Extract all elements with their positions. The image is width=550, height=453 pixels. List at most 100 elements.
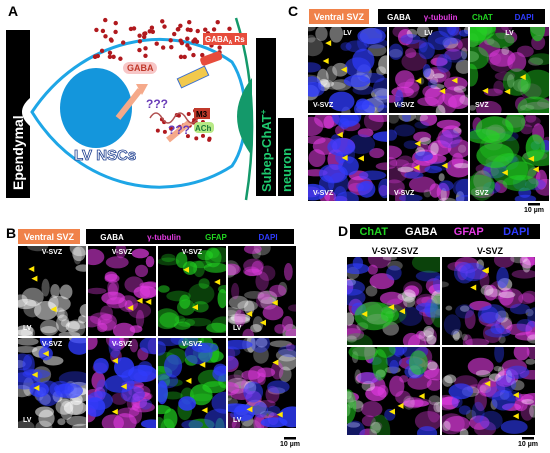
stain-blob [413,131,432,142]
nucleus [60,68,132,148]
gaba-dot [147,29,152,34]
stain-blob [454,257,479,274]
arrow [501,169,508,176]
stain-blob [389,115,400,124]
gaba-dot [191,52,196,58]
stain-blob [287,304,296,312]
stain-blob [423,327,437,345]
stain-blob [429,161,451,171]
neuron-label-box [256,38,276,196]
stain-blob [470,104,476,111]
stain-blob [188,283,215,305]
stain-blob [389,375,405,397]
gaba-dot [186,112,191,117]
stain-blob [353,100,375,113]
tile-label: V-SVZ [313,190,334,197]
stain-blob [436,53,452,73]
stain-blob [129,338,139,353]
stain-blob [403,140,419,149]
gaba-bubble [123,62,157,74]
stain-blob [55,383,84,399]
stain-blob [372,77,387,99]
channel-label: DAPI [503,226,529,238]
stain-blob [188,418,215,428]
stain-blob [58,371,86,387]
stain-blob [91,371,106,390]
stain-blob [282,316,294,332]
stain-blob [158,341,167,356]
stain-blob [459,428,469,435]
arrow [115,88,143,120]
panel-label: B [6,225,16,241]
gaba-dot [185,36,190,41]
stain-blob [455,195,468,201]
stain-blob [358,170,387,181]
stain-blob [457,144,467,153]
stain-blob [452,330,460,341]
stain [470,115,549,201]
gaba-dot [203,27,208,32]
stain-blob [389,359,399,375]
stain-blob [417,97,439,107]
stain-blob [347,279,366,296]
arrow [214,278,221,285]
channel-label: GABA [100,233,124,242]
stain-blob [178,396,196,411]
stain-blob [406,28,418,38]
stain-blob [367,95,387,109]
stain-blob [500,420,528,434]
stain-blob [139,398,153,410]
stain-blob [469,415,490,430]
stain-blob [323,115,335,129]
stain-blob [521,257,535,266]
stain-blob [231,419,241,428]
stain-blob [63,400,86,416]
stain-blob [255,338,268,348]
stain-blob [389,43,404,60]
stain-blob [369,414,391,435]
stain-blob [426,334,437,345]
arrow [418,393,425,400]
stain-blob [278,406,296,428]
stain-blob [170,338,199,346]
tile-label: V-SVZ [394,190,415,197]
stain-blob [252,316,264,332]
stain-blob [490,152,529,186]
stain-blob [462,334,473,345]
stain-blob [370,421,381,434]
stain-blob [68,338,86,355]
receptor-box [203,33,247,45]
stain-blob [228,313,251,324]
arrow [120,383,127,390]
stain-blob [275,348,296,362]
stain-blob [359,428,378,435]
stain-blob [493,365,502,372]
stain-blob [329,27,344,43]
stain-blob [257,290,278,305]
stain-blob [228,347,236,361]
stain-blob [228,310,238,318]
channel-box [86,229,294,244]
gaba-dot [185,27,191,32]
gaba-dot [94,27,99,33]
stain-blob [535,169,548,190]
gaba-dot [195,28,200,34]
stain-blob [453,85,467,93]
stain-blob [510,257,528,264]
stain-blob [438,180,454,191]
arrow [192,304,199,311]
stain-blob [60,400,74,420]
gaba-dot [176,27,181,32]
stain-blob [411,257,440,273]
stain-blob [490,323,505,335]
ependymal-wall [6,30,30,198]
stain-blob [228,381,240,396]
ach-box [194,122,214,133]
stain [88,246,156,336]
stain-blob [354,369,362,384]
stain-blob [308,34,316,43]
stain-blob [476,27,497,34]
stain-blob [332,62,349,77]
stain-blob [414,115,429,122]
panel-label: D [338,223,348,239]
